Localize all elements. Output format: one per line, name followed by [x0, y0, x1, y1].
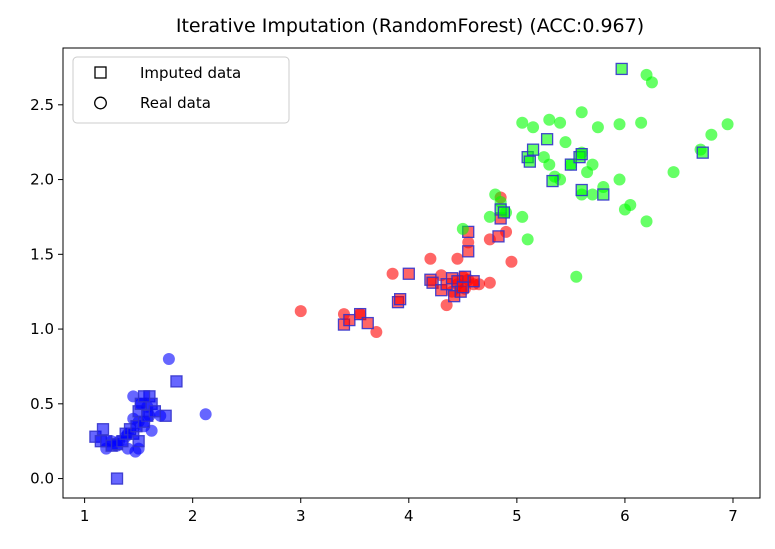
imputed-point	[96, 423, 110, 436]
real-point	[386, 267, 399, 280]
real-point	[543, 113, 556, 126]
imputed-point	[110, 472, 124, 485]
imputed-point	[361, 316, 374, 330]
real-point	[570, 270, 583, 283]
x-tick-label: 6	[620, 507, 630, 525]
imputed-point	[575, 183, 588, 197]
imputed-point	[462, 245, 475, 258]
imputed-point	[546, 174, 559, 188]
legend-box	[72, 56, 290, 124]
imputed-point	[575, 147, 588, 161]
real-point	[559, 136, 572, 149]
real-point	[591, 121, 604, 134]
y-tick-label: 2.5	[30, 96, 54, 114]
imputed-point	[402, 267, 415, 280]
imputed-point	[343, 313, 356, 327]
real-point	[586, 158, 599, 171]
real-point	[640, 215, 653, 228]
imputed-point	[540, 133, 554, 146]
y-tick-label: 0.0	[30, 470, 54, 488]
x-tick-label: 7	[728, 507, 738, 525]
imputed-point	[597, 188, 610, 201]
imputed-point	[526, 143, 540, 156]
real-point	[635, 116, 648, 129]
real-point	[451, 252, 464, 265]
imputed-point	[492, 230, 505, 243]
legend-square-marker	[94, 66, 107, 79]
imputed-point	[394, 293, 407, 306]
real-point	[516, 116, 529, 129]
imputed-point	[615, 62, 628, 76]
legend-circle-marker	[94, 96, 107, 110]
real-point	[586, 188, 599, 201]
real-point	[527, 121, 540, 134]
real-point	[721, 118, 734, 131]
x-tick-label: 2	[188, 507, 198, 525]
real-point	[575, 106, 588, 119]
legend-label-real: Real data	[140, 94, 211, 112]
x-tick-label: 5	[512, 507, 522, 525]
imputed-point	[523, 155, 536, 168]
real-point	[424, 252, 437, 265]
real-point	[645, 76, 658, 89]
imputed-point	[456, 281, 469, 294]
plot-marks	[89, 62, 734, 485]
real-point	[516, 210, 529, 223]
real-point	[294, 305, 307, 318]
real-point	[162, 352, 175, 365]
imputed-point	[497, 206, 511, 219]
imputed-point	[148, 405, 162, 418]
y-tick-label: 2.0	[30, 171, 54, 189]
real-point	[505, 255, 518, 268]
imputed-point	[564, 158, 578, 171]
real-point	[483, 210, 496, 223]
x-tick-label: 1	[80, 507, 90, 525]
imputed-point	[426, 276, 439, 289]
y-axis: 0.0 0.5 1.0 1.5 2.0 2.5	[30, 96, 63, 488]
real-point	[667, 166, 680, 179]
imputed-point	[170, 375, 183, 388]
real-point	[543, 158, 556, 171]
chart-title: Iterative Imputation (RandomForest) (ACC…	[176, 15, 644, 37]
imputed-point	[696, 146, 709, 159]
legend-label-imputed: Imputed data	[140, 64, 241, 82]
real-point	[705, 128, 718, 141]
real-point	[483, 276, 496, 289]
imputed-point	[137, 390, 151, 403]
y-tick-label: 1.5	[30, 245, 54, 263]
real-point	[199, 408, 212, 421]
real-point	[521, 233, 534, 246]
y-tick-label: 1.0	[30, 320, 54, 338]
x-tick-label: 4	[404, 507, 414, 525]
real-point	[613, 118, 626, 131]
imputed-point	[132, 435, 145, 448]
real-point	[456, 222, 469, 235]
plot-frame	[62, 47, 761, 499]
real-point	[613, 173, 626, 186]
y-tick-label: 0.5	[30, 395, 54, 413]
imputed-point	[354, 307, 367, 321]
x-axis: 1 2 3 4 5 6 7	[80, 498, 738, 525]
imputed-point	[467, 275, 480, 288]
imputed-point	[159, 409, 172, 422]
legend: Imputed data Real data	[72, 56, 290, 124]
x-tick-label: 3	[296, 507, 306, 525]
real-point	[624, 198, 637, 211]
real-point	[554, 116, 567, 129]
